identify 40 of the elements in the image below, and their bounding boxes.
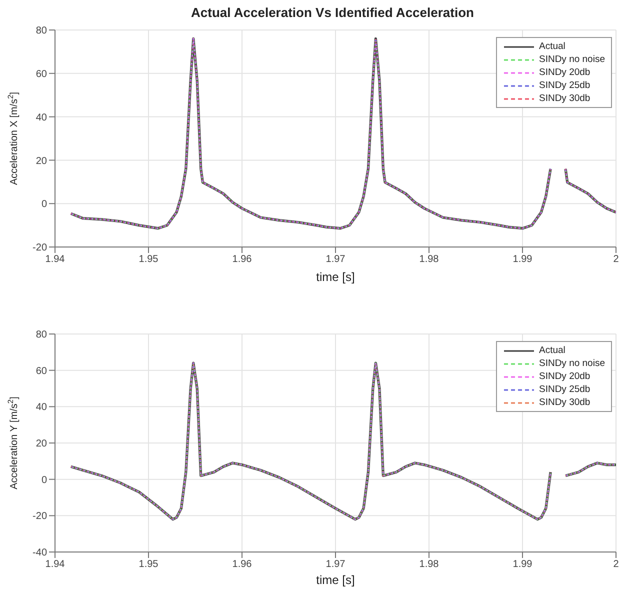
legend-label: Actual — [538, 345, 566, 356]
x-tick-label: 1.99 — [512, 254, 533, 266]
x-tick-label: 1.94 — [45, 559, 66, 570]
y-tick-label: -40 — [32, 548, 48, 559]
x-tick-label: 1.96 — [232, 254, 252, 266]
x-tick-label: 1.95 — [138, 559, 159, 570]
legend-label: SINDy no noise — [538, 54, 605, 65]
legend-label: SINDy 20db — [538, 371, 590, 382]
y-tick-label: 0 — [41, 199, 48, 210]
x-tick-label: 1.98 — [419, 254, 440, 266]
legend-label: SINDy 30db — [538, 93, 590, 104]
x-tick-label: 1.96 — [232, 559, 252, 570]
y-tick-label: -20 — [32, 511, 48, 522]
legend-label: SINDy 20db — [538, 67, 590, 78]
y-tick-label: 60 — [36, 366, 48, 377]
y-tick-label: 80 — [36, 330, 48, 341]
legend-label: Actual — [538, 41, 566, 52]
y-tick-label: 20 — [36, 438, 48, 450]
x-tick-label: 1.98 — [419, 559, 440, 570]
y-tick-label: 0 — [41, 474, 48, 486]
x-tick-label: 1.94 — [45, 254, 66, 266]
legend-label: SINDy 25db — [538, 80, 590, 91]
x-tick-label: 1.97 — [326, 254, 346, 266]
chart-title: Actual Acceleration Vs Identified Acceleration — [190, 4, 475, 22]
x-tick-label: 1.95 — [138, 254, 159, 266]
y-tick-label: 20 — [36, 156, 48, 167]
x-axis-title: time [s] — [316, 270, 355, 284]
legend-label: SINDy 30db — [538, 397, 590, 408]
legend-label: SINDy 25db — [538, 384, 590, 395]
x-tick-label: 1.97 — [326, 559, 346, 570]
y-tick-label: 60 — [36, 68, 48, 80]
legend-label: SINDy no noise — [538, 358, 605, 369]
x-axis-title: time [s] — [316, 573, 355, 587]
x-tick-label: 1.99 — [512, 559, 533, 570]
x-tick-label: 2 — [613, 559, 620, 570]
x-tick-label: 2 — [613, 254, 620, 266]
y-tick-label: 40 — [36, 112, 48, 124]
y-tick-label: 40 — [36, 402, 48, 414]
y-tick-label: -20 — [32, 242, 48, 254]
y-tick-label: 80 — [36, 26, 48, 37]
